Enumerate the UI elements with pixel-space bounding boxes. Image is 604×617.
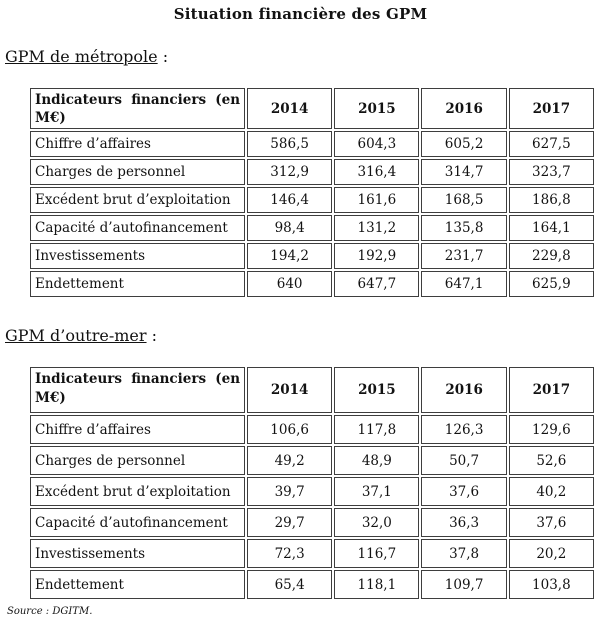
year-header-cell: 2016 [421,367,507,414]
value-cell: 126,3 [421,415,507,445]
value-cell: 98,4 [247,215,333,242]
indicator-label: Capacité d’autofinancement [30,215,246,242]
section-heading-punct: : [157,47,169,66]
year-header-cell: 2015 [334,88,420,130]
value-cell: 146,4 [247,187,333,214]
value-cell: 316,4 [334,159,420,186]
value-cell: 168,5 [421,187,507,214]
value-cell: 129,6 [508,415,594,445]
table-row: Capacité d’autofinancement 98,4 131,2 13… [30,215,594,242]
value-cell: 605,2 [421,131,507,158]
table-row: Endettement 640 647,7 647,1 625,9 [30,271,594,298]
value-cell: 116,7 [334,539,420,569]
value-cell: 647,7 [334,271,420,298]
value-cell: 37,6 [421,477,507,507]
table-row: Chiffre d’affaires 106,6 117,8 126,3 129… [30,415,594,445]
value-cell: 627,5 [508,131,594,158]
indicator-label: Investissements [30,243,246,270]
indicators-header-cell: Indicateurs financiers (en M€) [30,88,246,130]
table-row: Investissements 72,3 116,7 37,8 20,2 [30,539,594,569]
value-cell: 117,8 [334,415,420,445]
value-cell: 48,9 [334,446,420,476]
value-cell: 40,2 [508,477,594,507]
table-row: Chiffre d’affaires 586,5 604,3 605,2 627… [30,131,594,158]
value-cell: 323,7 [508,159,594,186]
value-cell: 194,2 [247,243,333,270]
value-cell: 37,1 [334,477,420,507]
table-row: Excédent brut d’exploitation 39,7 37,1 3… [30,477,594,507]
table-row: Charges de personnel 312,9 316,4 314,7 3… [30,159,594,186]
table-header-row: Indicateurs financiers (en M€) 2014 2015… [30,367,594,414]
source-note: Source : DGITM. [7,606,93,617]
year-header-cell: 2017 [508,88,594,130]
value-cell: 52,6 [508,446,594,476]
value-cell: 586,5 [247,131,333,158]
value-cell: 231,7 [421,243,507,270]
value-cell: 29,7 [247,508,333,538]
value-cell: 161,6 [334,187,420,214]
value-cell: 625,9 [508,271,594,298]
year-header-cell: 2017 [508,367,594,414]
table-header-row: Indicateurs financiers (en M€) 2014 2015… [30,88,594,130]
value-cell: 186,8 [508,187,594,214]
section-heading-outre-mer: GPM d’outre-mer : [5,326,596,345]
value-cell: 192,9 [334,243,420,270]
table-row: Investissements 194,2 192,9 231,7 229,8 [30,243,594,270]
indicator-label: Excédent brut d’exploitation [30,477,246,507]
section-heading-text: GPM d’outre-mer [5,326,147,346]
indicator-label: Endettement [30,271,246,298]
table-metropole: Indicateurs financiers (en M€) 2014 2015… [28,86,596,299]
value-cell: 314,7 [421,159,507,186]
value-cell: 37,6 [508,508,594,538]
indicator-label: Chiffre d’affaires [30,131,246,158]
indicator-label: Charges de personnel [30,446,246,476]
value-cell: 36,3 [421,508,507,538]
value-cell: 49,2 [247,446,333,476]
year-header-cell: 2015 [334,367,420,414]
value-cell: 39,7 [247,477,333,507]
indicator-label: Investissements [30,539,246,569]
value-cell: 72,3 [247,539,333,569]
table-row: Charges de personnel 49,2 48,9 50,7 52,6 [30,446,594,476]
value-cell: 20,2 [508,539,594,569]
table-outre-mer: Indicateurs financiers (en M€) 2014 2015… [28,365,596,601]
table-row: Excédent brut d’exploitation 146,4 161,6… [30,187,594,214]
section-heading-text: GPM de métropole [5,47,158,66]
indicators-header-cell: Indicateurs financiers (en M€) [30,367,246,414]
value-cell: 135,8 [421,215,507,242]
value-cell: 32,0 [334,508,420,538]
value-cell: 647,1 [421,271,507,298]
value-cell: 37,8 [421,539,507,569]
table-row: Capacité d’autofinancement 29,7 32,0 36,… [30,508,594,538]
indicator-label: Capacité d’autofinancement [30,508,246,538]
value-cell: 312,9 [247,159,333,186]
indicator-label: Excédent brut d’exploitation [30,187,246,214]
section-heading-punct: : [146,326,158,346]
indicator-label: Chiffre d’affaires [30,415,246,445]
value-cell: 50,7 [421,446,507,476]
page-title: Situation financière des GPM [173,5,428,23]
section-heading-metropole: GPM de métropole : [5,47,596,66]
value-cell: 640 [247,271,333,298]
value-cell: 106,6 [247,415,333,445]
value-cell: 229,8 [508,243,594,270]
indicator-label: Charges de personnel [30,159,246,186]
year-header-cell: 2014 [247,88,333,130]
value-cell: 131,2 [334,215,420,242]
value-cell: 164,1 [508,215,594,242]
year-header-cell: 2014 [247,367,333,414]
value-cell: 604,3 [334,131,420,158]
year-header-cell: 2016 [421,88,507,130]
